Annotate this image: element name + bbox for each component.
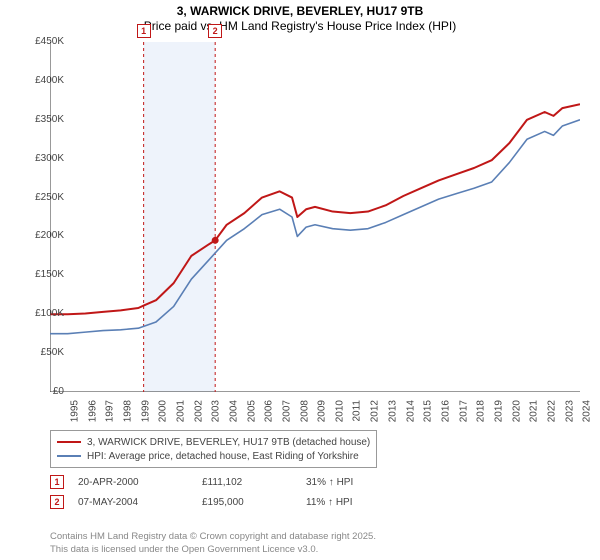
chart-svg xyxy=(50,42,580,392)
x-tick-label: 2017 xyxy=(458,400,469,422)
y-tick-label: £350K xyxy=(14,114,64,125)
y-tick-label: £300K xyxy=(14,153,64,164)
x-tick-label: 2019 xyxy=(493,400,504,422)
sale-row: 2 07-MAY-2004 £195,000 11% ↑ HPI xyxy=(50,495,396,509)
x-tick-label: 1999 xyxy=(140,400,151,422)
chart xyxy=(50,42,580,392)
x-tick-label: 2010 xyxy=(334,400,345,422)
x-tick-label: 2005 xyxy=(246,400,257,422)
sale-marker: 1 xyxy=(50,475,64,489)
footer-line2: This data is licensed under the Open Gov… xyxy=(50,544,376,556)
x-tick-label: 2023 xyxy=(564,400,575,422)
x-tick-label: 2020 xyxy=(511,400,522,422)
x-tick-label: 2003 xyxy=(211,400,222,422)
x-tick-label: 2021 xyxy=(529,400,540,422)
x-tick-label: 2000 xyxy=(158,400,169,422)
legend-swatch xyxy=(57,441,81,443)
y-tick-label: £150K xyxy=(14,269,64,280)
x-tick-label: 1996 xyxy=(87,400,98,422)
sale-vs-hpi: 11% ↑ HPI xyxy=(306,497,396,508)
sale-marker: 2 xyxy=(208,24,222,38)
title-block: 3, WARWICK DRIVE, BEVERLEY, HU17 9TB Pri… xyxy=(0,0,600,33)
footer: Contains HM Land Registry data © Crown c… xyxy=(50,531,376,556)
x-tick-label: 2014 xyxy=(405,400,416,422)
x-tick-label: 2011 xyxy=(351,400,362,422)
x-tick-label: 2016 xyxy=(440,400,451,422)
y-tick-label: £0 xyxy=(14,386,64,397)
x-tick-label: 2022 xyxy=(546,400,557,422)
y-tick-label: £400K xyxy=(14,75,64,86)
title-line2: Price paid vs. HM Land Registry's House … xyxy=(0,19,600,33)
sale-date: 20-APR-2000 xyxy=(78,477,188,488)
sale-vs-hpi: 31% ↑ HPI xyxy=(306,477,396,488)
legend-label: 3, WARWICK DRIVE, BEVERLEY, HU17 9TB (de… xyxy=(87,437,370,448)
x-tick-label: 2018 xyxy=(476,400,487,422)
x-tick-label: 1995 xyxy=(69,400,80,422)
x-tick-label: 2002 xyxy=(193,400,204,422)
y-tick-label: £100K xyxy=(14,308,64,319)
y-tick-label: £450K xyxy=(14,36,64,47)
sale-price: £195,000 xyxy=(202,497,292,508)
x-tick-label: 1997 xyxy=(105,400,116,422)
legend: 3, WARWICK DRIVE, BEVERLEY, HU17 9TB (de… xyxy=(50,430,377,468)
x-tick-label: 2013 xyxy=(387,400,398,422)
x-tick-label: 2004 xyxy=(228,400,239,422)
y-tick-label: £250K xyxy=(14,192,64,203)
footer-line1: Contains HM Land Registry data © Crown c… xyxy=(50,531,376,543)
legend-swatch xyxy=(57,455,81,457)
x-tick-label: 2015 xyxy=(423,400,434,422)
y-tick-label: £200K xyxy=(14,230,64,241)
x-tick-label: 1998 xyxy=(122,400,133,422)
x-tick-label: 2012 xyxy=(370,400,381,422)
legend-label: HPI: Average price, detached house, East… xyxy=(87,451,359,462)
x-tick-label: 2006 xyxy=(264,400,275,422)
title-line1: 3, WARWICK DRIVE, BEVERLEY, HU17 9TB xyxy=(0,4,600,18)
x-tick-label: 2009 xyxy=(317,400,328,422)
root: 3, WARWICK DRIVE, BEVERLEY, HU17 9TB Pri… xyxy=(0,0,600,560)
legend-row: HPI: Average price, detached house, East… xyxy=(57,449,370,463)
sale-marker: 2 xyxy=(50,495,64,509)
x-tick-label: 2007 xyxy=(281,400,292,422)
x-tick-label: 2001 xyxy=(175,400,186,422)
legend-row: 3, WARWICK DRIVE, BEVERLEY, HU17 9TB (de… xyxy=(57,435,370,449)
sale-marker: 1 xyxy=(137,24,151,38)
y-tick-label: £50K xyxy=(14,347,64,358)
sale-row: 1 20-APR-2000 £111,102 31% ↑ HPI xyxy=(50,475,396,489)
sale-date: 07-MAY-2004 xyxy=(78,497,188,508)
x-tick-label: 2024 xyxy=(582,400,593,422)
sale-price: £111,102 xyxy=(202,477,292,488)
x-tick-label: 2008 xyxy=(299,400,310,422)
